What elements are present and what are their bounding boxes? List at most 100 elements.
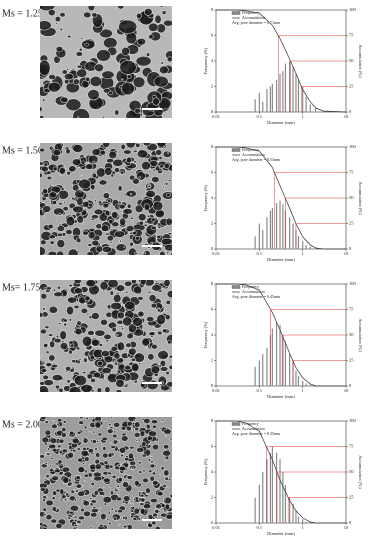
pore — [166, 381, 172, 388]
pore — [100, 318, 108, 326]
pore — [48, 452, 52, 455]
pore — [66, 379, 71, 384]
bar — [262, 101, 264, 112]
pore — [113, 293, 122, 304]
pore — [59, 12, 66, 18]
y-axis-title: Frequency (%) — [203, 47, 208, 74]
pore — [114, 167, 120, 173]
pore — [63, 73, 74, 81]
pore — [99, 28, 113, 39]
pore — [141, 337, 150, 347]
pore — [71, 438, 80, 445]
pore — [111, 210, 119, 219]
pore — [164, 111, 167, 115]
pore — [146, 316, 155, 323]
pore — [56, 418, 63, 423]
y-axis-title: Frequency (%) — [203, 321, 208, 348]
pore — [140, 491, 143, 494]
pore — [91, 148, 101, 156]
pore — [120, 426, 127, 431]
pore — [120, 143, 126, 150]
pore — [51, 374, 63, 382]
pore — [147, 181, 151, 185]
pore — [100, 512, 107, 521]
y-tick-label: 6 — [211, 33, 214, 38]
pore — [72, 489, 75, 492]
pore — [67, 296, 78, 304]
pore — [123, 495, 131, 502]
x-tick-label: 10 — [344, 525, 349, 530]
pore — [53, 338, 62, 344]
x-tick-label: 1 — [302, 251, 304, 256]
pore — [147, 477, 150, 480]
x-tick-label: 0.01 — [212, 114, 220, 119]
pore — [156, 224, 159, 226]
pore — [59, 330, 67, 341]
pore — [61, 340, 65, 344]
y-tick-label: 2 — [211, 221, 213, 226]
pore — [68, 349, 73, 355]
pore — [40, 20, 52, 31]
pore — [150, 463, 156, 469]
pore — [127, 480, 130, 483]
pore — [130, 357, 136, 362]
pore — [68, 165, 77, 173]
pore — [118, 476, 123, 483]
x-tick-label: 0.01 — [212, 388, 220, 393]
pore — [152, 480, 159, 486]
pore — [56, 232, 64, 237]
pore — [65, 366, 72, 372]
pore — [135, 143, 141, 148]
pore — [153, 75, 169, 88]
pore — [87, 89, 100, 101]
pore — [137, 438, 141, 442]
pore — [167, 152, 170, 155]
bar — [271, 446, 273, 523]
bar — [254, 236, 256, 249]
y-tick-label: 6 — [211, 170, 214, 175]
pore — [40, 312, 44, 318]
pore — [45, 350, 50, 354]
pore — [88, 202, 93, 207]
pore — [163, 280, 171, 287]
pore — [102, 116, 105, 118]
pore — [125, 455, 129, 458]
pore — [101, 436, 108, 441]
pore — [45, 286, 52, 291]
pore — [73, 374, 87, 387]
panel-label: Ms = 1.25 — [2, 8, 43, 19]
bar — [282, 204, 284, 249]
pore — [134, 421, 141, 428]
pore — [114, 331, 124, 338]
scale-bar — [142, 382, 162, 384]
pore — [135, 55, 152, 67]
pore — [77, 466, 85, 474]
pore — [89, 502, 94, 507]
pore — [85, 163, 94, 170]
pore — [154, 525, 161, 529]
pore — [49, 240, 55, 245]
pore — [93, 371, 101, 379]
pore — [72, 144, 84, 153]
pore — [122, 108, 126, 111]
bar — [279, 200, 281, 249]
pore — [83, 510, 91, 517]
pore — [104, 189, 107, 193]
bar — [269, 452, 271, 523]
annotation: Avg. pore diameter = 0.71mm — [232, 20, 281, 25]
pore — [95, 520, 99, 524]
pore — [142, 469, 146, 473]
pore — [43, 216, 46, 219]
pore — [75, 483, 83, 489]
pore — [170, 252, 172, 255]
pore — [109, 442, 112, 444]
pore — [49, 340, 56, 349]
pore — [101, 367, 112, 374]
reference-line — [274, 172, 346, 249]
y-tick-label: 8 — [211, 144, 214, 149]
pore — [90, 214, 99, 220]
pore — [160, 61, 164, 65]
pore — [127, 452, 134, 460]
pore — [41, 361, 44, 364]
pore — [65, 229, 73, 235]
